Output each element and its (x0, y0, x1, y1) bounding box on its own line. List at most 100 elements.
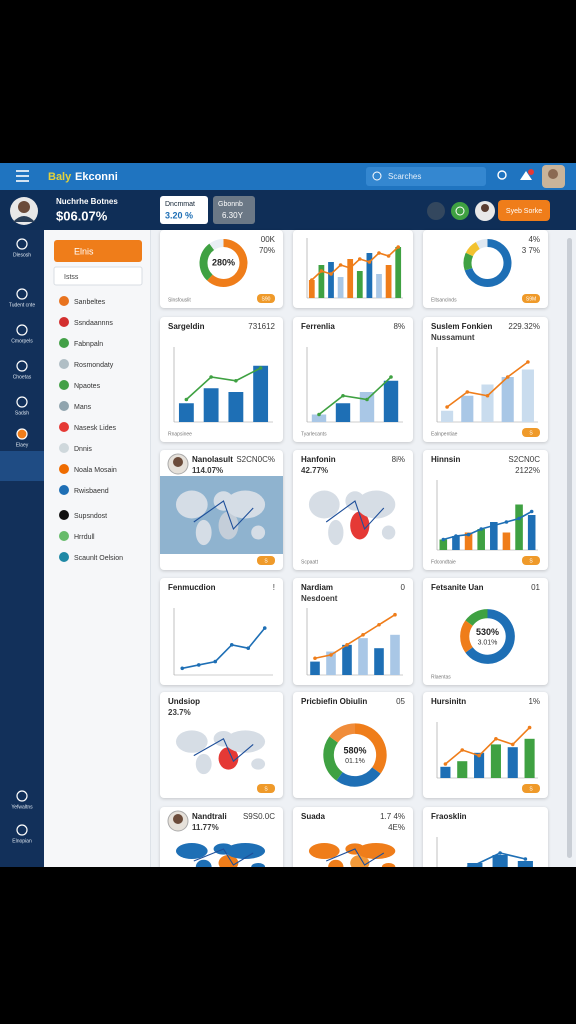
card-graphics (306, 238, 403, 299)
menu-item-icon[interactable] (59, 422, 69, 432)
menu-item-label[interactable]: Noala Mosain (74, 467, 117, 474)
card-badge[interactable] (522, 428, 540, 437)
card[interactable]: Nardiam Nesdoent 0 (293, 578, 413, 685)
card-subtitle: Nussamunt (431, 333, 475, 342)
card[interactable]: Pricbiefin Obiulin 05 580% 01.1% (293, 692, 413, 798)
action-button[interactable] (498, 200, 550, 221)
menu-item-label[interactable]: Fabnpaln (74, 341, 103, 348)
menu-item-label[interactable]: Ssndaannns (74, 320, 113, 327)
nav-icon[interactable] (16, 790, 28, 802)
trend-point (213, 659, 218, 664)
card[interactable]: 00K 70% Slnsfouslit S90 280% (160, 230, 283, 308)
nav-icon[interactable] (16, 360, 28, 372)
card-badge[interactable] (257, 556, 275, 565)
menu-item-label[interactable]: Dnnis (74, 446, 92, 453)
card-stat-2: 70% (259, 246, 275, 255)
search-box[interactable] (366, 167, 486, 186)
card[interactable]: 4% 3 7% Eltsanclnds S9M (423, 230, 548, 308)
pill-2[interactable] (213, 196, 255, 224)
menu-item-label[interactable]: Supsndost (74, 513, 107, 520)
menu-item-icon[interactable] (59, 552, 69, 562)
map-land (195, 519, 212, 546)
menu-item-icon[interactable] (59, 485, 69, 495)
status-button[interactable] (451, 202, 469, 220)
menu-item-icon[interactable] (59, 338, 69, 348)
card[interactable]: Hanfonin 42.77% 8i% Scpaatt (293, 450, 413, 570)
card[interactable]: Nanolasult 114.07% S2CN0C% S (160, 450, 283, 570)
menu-icon[interactable] (16, 170, 29, 182)
menu-box-label: Istss (64, 274, 79, 281)
trend-point (485, 393, 490, 398)
card-subtitle: 23.7% (168, 708, 191, 717)
menu-item-label[interactable]: Mans (74, 404, 92, 411)
trend-point (393, 612, 397, 617)
trend-point (341, 393, 345, 398)
search-button[interactable] (497, 170, 507, 180)
card[interactable]: Fenmucdion! (160, 578, 283, 685)
card-stat-2: 3 7% (522, 246, 540, 255)
nav-icon[interactable] (16, 238, 28, 250)
card[interactable]: Fraosklin (423, 807, 548, 867)
menu-item-icon[interactable] (59, 443, 69, 453)
profile-value: $06.07% (56, 208, 108, 223)
card-badge[interactable] (522, 556, 540, 565)
trend-point (494, 737, 498, 741)
menu-item-label[interactable]: Sanbeltes (74, 299, 106, 306)
card-badge[interactable] (257, 294, 275, 303)
bar (439, 539, 448, 550)
map-land (218, 747, 239, 770)
menu-item-icon[interactable] (59, 380, 69, 390)
trend-point (361, 633, 365, 637)
menu-item-label[interactable]: Rwisbaend (74, 488, 109, 495)
nav-icon[interactable] (16, 396, 28, 408)
bar (441, 410, 454, 422)
menu-item-icon[interactable] (59, 401, 69, 411)
nav-icon[interactable] (16, 324, 28, 336)
card[interactable]: Undsiop 23.7% S (160, 692, 283, 798)
menu-button[interactable] (54, 240, 142, 262)
card-title: Fenmucdion (168, 583, 216, 592)
icon-button[interactable] (427, 202, 445, 220)
card[interactable]: Sargeldin 731612 Rnapsinee (160, 317, 283, 442)
card[interactable]: Fetsanite Uan 01 Rlaentas 530% 3.01% (423, 578, 548, 685)
map-land (225, 490, 266, 519)
trend-point (329, 653, 333, 657)
pill-1[interactable] (160, 196, 208, 224)
trend-point (345, 643, 349, 647)
menu-item-icon[interactable] (59, 464, 69, 474)
menu-item-icon[interactable] (59, 510, 69, 520)
card[interactable]: Suslem Fonkien Nussamunt 229.32% Ealnpentia… (423, 317, 548, 442)
map-land (195, 753, 212, 775)
nav-icon[interactable] (16, 824, 28, 836)
menu-box[interactable] (53, 266, 143, 286)
menu-item-icon[interactable] (59, 531, 69, 541)
card[interactable]: Hursinitn 1% S (423, 692, 548, 798)
nav-icon[interactable] (16, 288, 28, 300)
bar (328, 262, 334, 298)
bar (524, 738, 535, 778)
card[interactable]: Nandtrali 11.77% S9S0.0C (160, 807, 283, 867)
card[interactable] (293, 230, 413, 308)
card[interactable]: Ferrenlia 8% Tyarlecants (293, 317, 413, 442)
card-badge[interactable] (522, 784, 540, 793)
menu-item-label[interactable]: Scaunlt Oelsion (74, 555, 123, 562)
menu-item-label[interactable]: Nasesk Lides (74, 425, 117, 432)
card-badge[interactable] (257, 784, 275, 793)
menu-item-label[interactable]: Hrrdull (74, 534, 95, 541)
bar (318, 265, 325, 298)
menu-item-icon[interactable] (59, 296, 69, 306)
summary-graphics: Nuchrhe Botnes $06.07% Dncmmat 3.20 % Gb… (10, 196, 550, 225)
card[interactable]: Hinnsin S2CN0C 2122% Fdcondtaie S (423, 450, 548, 570)
trend-point (234, 378, 238, 383)
card-badge[interactable] (522, 294, 540, 303)
menu-item-label[interactable]: Npaotes (74, 383, 101, 390)
trend-point (184, 397, 189, 402)
menu-item-label[interactable]: Rosmondaty (74, 362, 114, 369)
bell-icon[interactable] (520, 171, 532, 180)
menu-item-icon[interactable] (59, 359, 69, 369)
bar (203, 388, 219, 422)
nav-icon[interactable] (16, 428, 28, 440)
card-title: Pricbiefin Obiulin (301, 697, 367, 706)
card[interactable]: Suada 1.7 4% 4E% (293, 807, 413, 867)
menu-item-icon[interactable] (59, 317, 69, 327)
